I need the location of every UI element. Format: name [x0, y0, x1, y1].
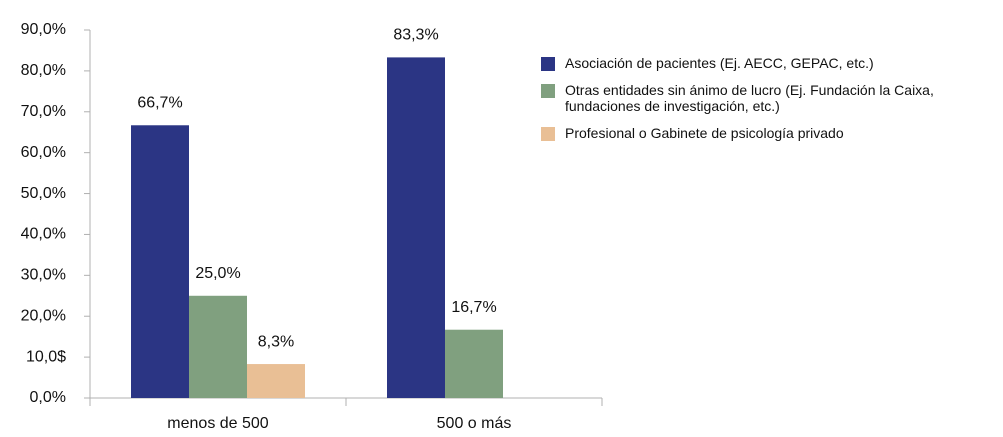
y-tick-label: 40,0% — [21, 226, 66, 243]
x-tick-label: menos de 500 — [167, 415, 269, 432]
data-label: 66,7% — [137, 94, 182, 111]
bar — [189, 295, 247, 398]
y-tick-label: 60,0% — [21, 144, 66, 161]
data-label: 16,7% — [451, 299, 496, 316]
y-tick-label: 30,0% — [21, 267, 66, 284]
y-tick-label: 50,0% — [21, 185, 66, 202]
bar — [445, 329, 503, 398]
legend-label: Otras entidades sin ánimo de lucro (Ej. … — [565, 82, 934, 114]
data-label: 83,3% — [393, 27, 438, 44]
legend: Asociación de pacientes (Ej. AECC, GEPAC… — [541, 55, 1003, 152]
data-label: 8,3% — [258, 333, 294, 350]
y-tick-label: 10,0$ — [26, 348, 66, 365]
y-tick-label: 0,0% — [30, 389, 66, 406]
y-tick-label: 80,0% — [21, 62, 66, 79]
legend-entry: Profesional o Gabinete de psicología pri… — [541, 125, 1003, 141]
legend-swatch — [541, 127, 555, 141]
y-tick-label: 90,0% — [21, 21, 66, 38]
bar — [131, 125, 189, 398]
y-tick-label: 70,0% — [21, 103, 66, 120]
legend-entry: Otras entidades sin ánimo de lucro (Ej. … — [541, 82, 1003, 114]
legend-swatch — [541, 84, 555, 98]
x-tick-label: 500 o más — [437, 415, 512, 432]
legend-label: Profesional o Gabinete de psicología pri… — [565, 125, 844, 141]
y-tick-label: 20,0% — [21, 307, 66, 324]
legend-entry: Asociación de pacientes (Ej. AECC, GEPAC… — [541, 55, 1003, 71]
data-label: 25,0% — [195, 265, 240, 282]
legend-label: Asociación de pacientes (Ej. AECC, GEPAC… — [565, 55, 874, 71]
bar — [387, 57, 445, 398]
bar — [247, 364, 305, 398]
legend-swatch — [541, 57, 555, 71]
